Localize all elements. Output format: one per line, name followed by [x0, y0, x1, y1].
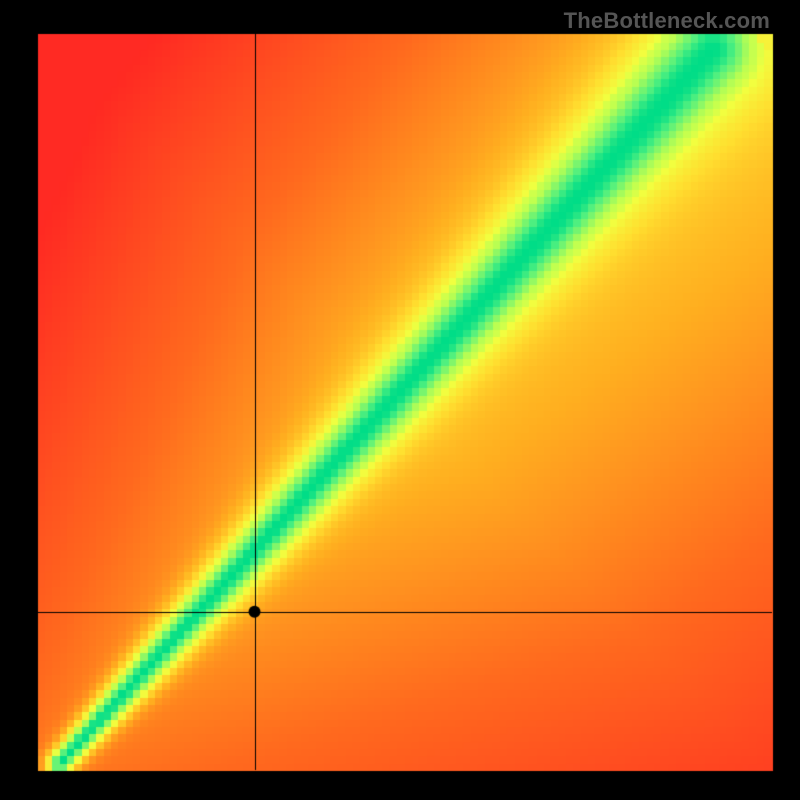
chart-container: TheBottleneck.com — [0, 0, 800, 800]
bottleneck-heatmap — [0, 0, 800, 800]
watermark-text: TheBottleneck.com — [564, 8, 770, 34]
